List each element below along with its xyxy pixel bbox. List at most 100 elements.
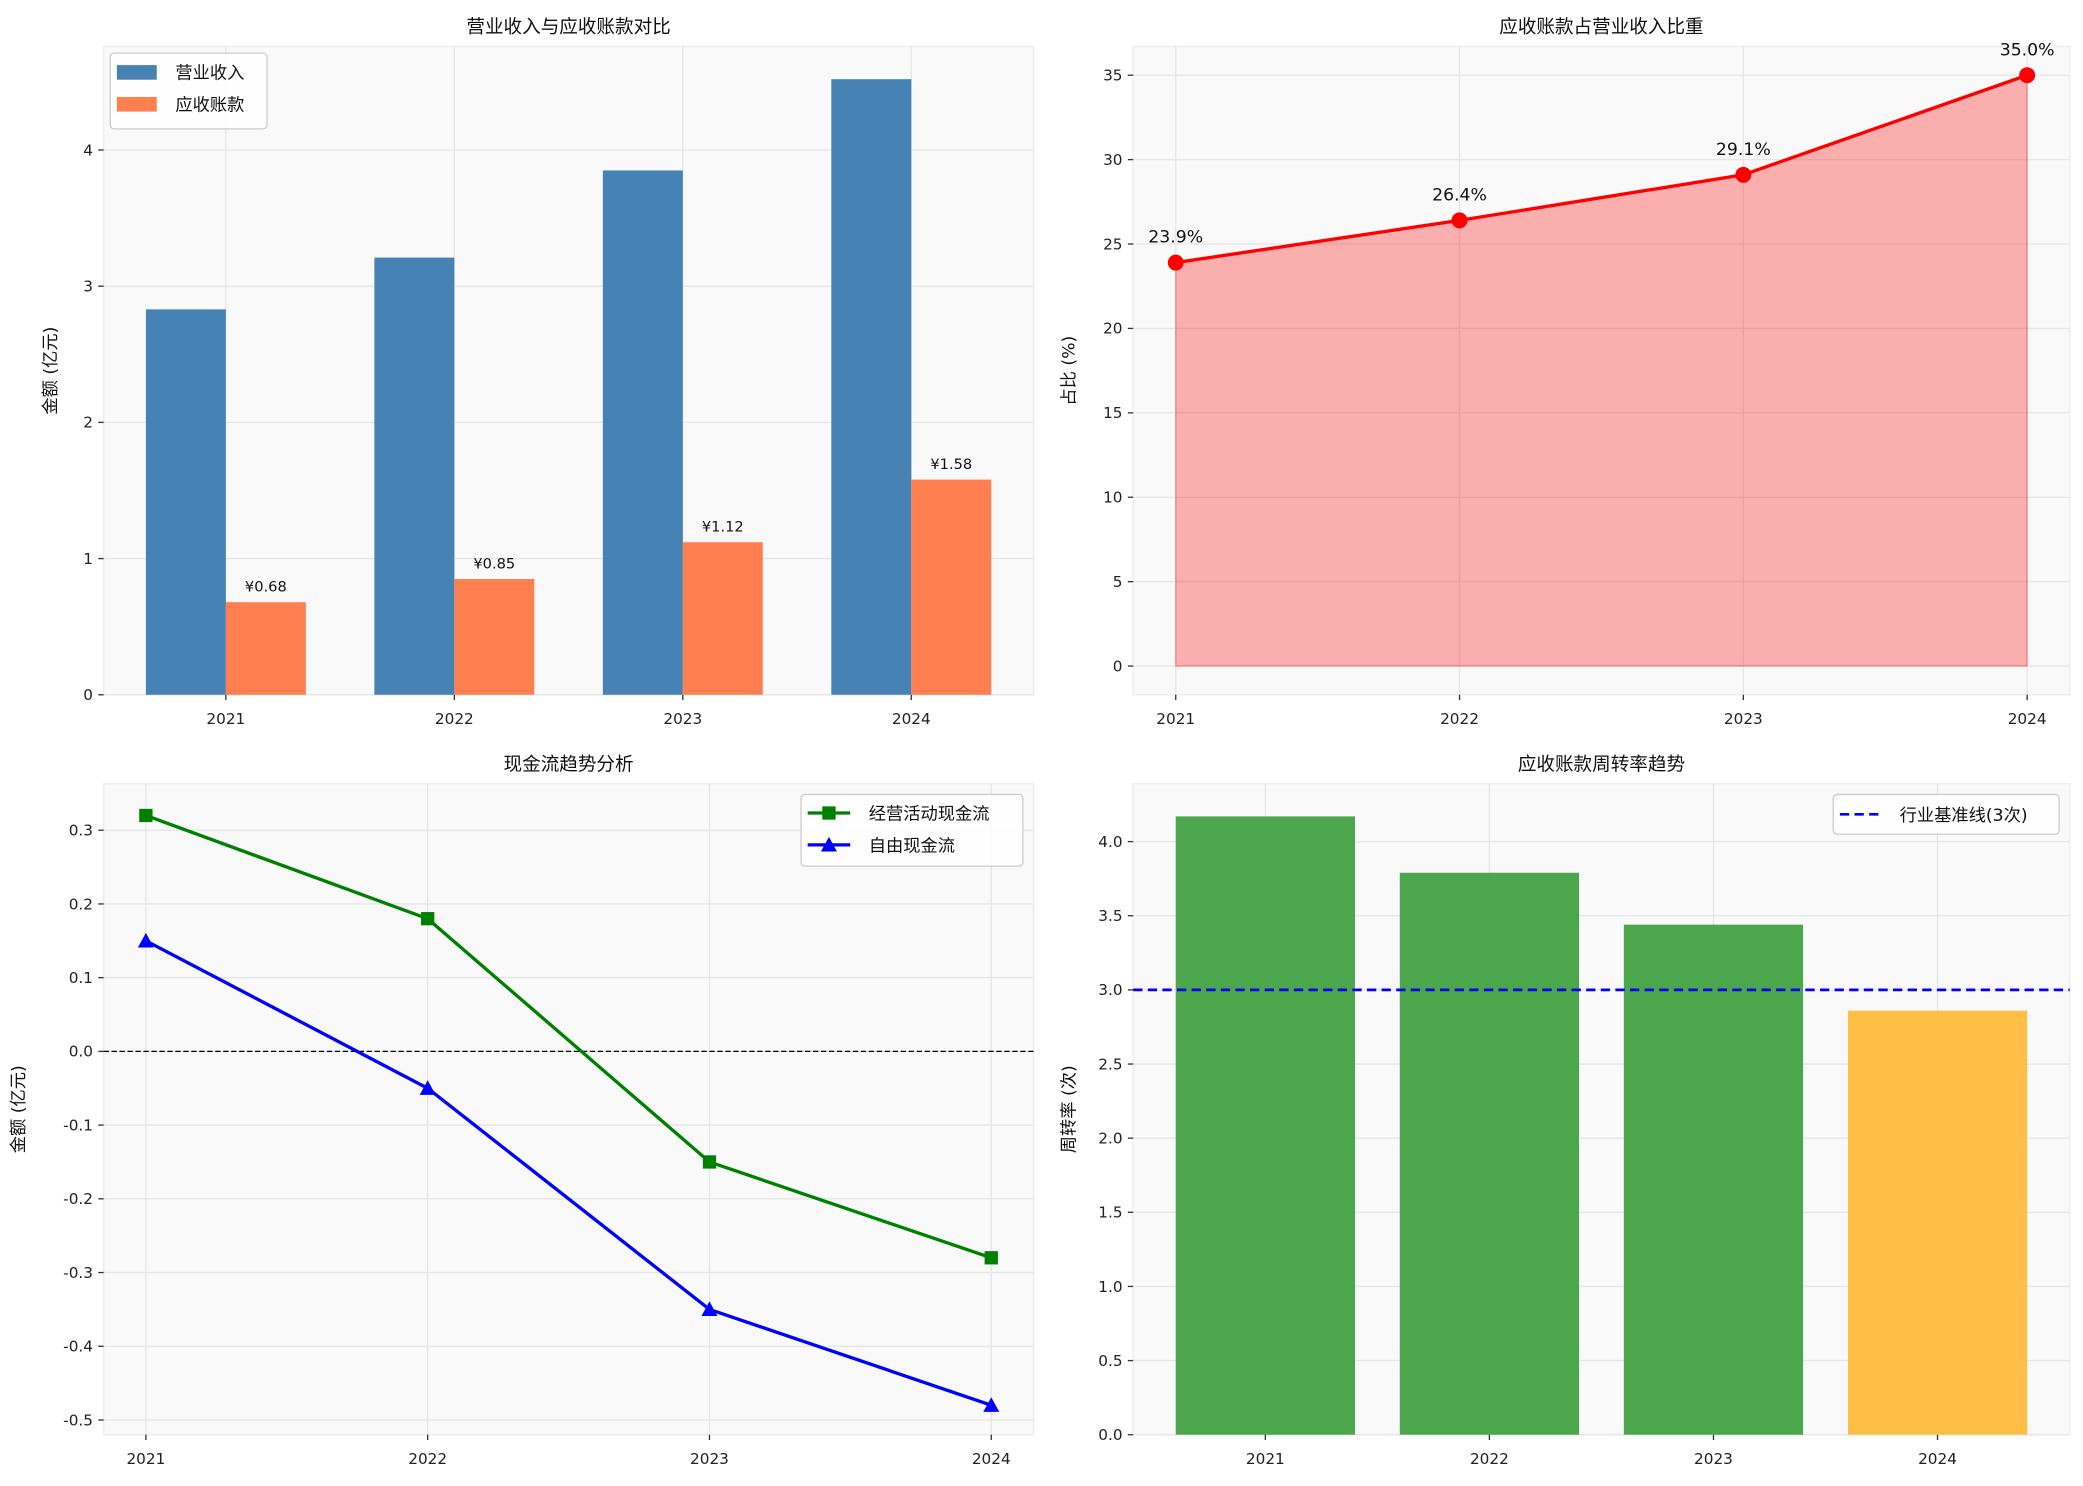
bar-turnover bbox=[1399, 872, 1580, 1435]
bar-receivable bbox=[911, 479, 992, 695]
x-tick-label: 2023 bbox=[690, 1450, 729, 1468]
chart-title: 应收账款占营业收入比重 bbox=[1499, 17, 1703, 38]
marks: 23.9% 26.4% 29.1% 35.0% bbox=[1148, 40, 2055, 667]
bar-revenue bbox=[602, 170, 683, 695]
legend-box bbox=[800, 793, 1024, 867]
y-tick-label: 1.5 bbox=[1098, 1204, 1122, 1222]
y-tick-label: 35 bbox=[1103, 67, 1122, 85]
y-tick-label: 2 bbox=[83, 414, 93, 432]
y-tick-label: -0.4 bbox=[63, 1338, 93, 1356]
y-tick-label: 10 bbox=[1103, 489, 1122, 507]
y-tick-label: 2.5 bbox=[1098, 1055, 1122, 1073]
y-tick-label: -0.1 bbox=[63, 1116, 93, 1134]
y-tick-label: -0.3 bbox=[63, 1264, 93, 1282]
triangle-marker bbox=[820, 836, 837, 852]
legend: 行业基准线(3次) bbox=[1832, 793, 2060, 835]
ratio-line bbox=[1175, 73, 2028, 265]
data-label: ¥0.68 bbox=[245, 579, 287, 596]
bar-receivable bbox=[225, 602, 306, 695]
legend-label: 自由现金流 bbox=[869, 837, 955, 857]
bar-turnover bbox=[1175, 816, 1355, 1435]
bar-revenue bbox=[831, 79, 912, 695]
plot-area bbox=[1132, 45, 2071, 696]
legend-swatch bbox=[116, 65, 157, 80]
y-tick-label: 4 bbox=[83, 141, 93, 159]
y-axis-label: 周转率 (次) bbox=[1060, 1065, 1080, 1153]
x-tick-label: 2022 bbox=[408, 1450, 447, 1468]
y-tick-label: 0 bbox=[1113, 657, 1123, 675]
square-marker bbox=[822, 806, 836, 820]
data-label: 26.4% bbox=[1432, 185, 1487, 205]
series-line bbox=[145, 939, 992, 1407]
x-tick-label: 2021 bbox=[126, 1450, 165, 1468]
y-tick-label: 0.5 bbox=[1098, 1352, 1122, 1370]
data-label: 35.0% bbox=[2000, 40, 2055, 60]
y-tick-label: 4.0 bbox=[1098, 833, 1122, 851]
y-tick-label: 3 bbox=[83, 278, 93, 296]
y-axis-label: 占比 (%) bbox=[1060, 336, 1080, 406]
y-tick-label: 0.2 bbox=[69, 895, 93, 913]
legend-swatch bbox=[116, 96, 157, 112]
grid bbox=[1133, 46, 2070, 695]
square-marker bbox=[984, 1251, 998, 1265]
square-marker bbox=[139, 808, 153, 823]
y-tick-label: 0 bbox=[83, 686, 93, 704]
data-label: 29.1% bbox=[1716, 140, 1771, 160]
x-tick-label: 2021 bbox=[1246, 1450, 1285, 1468]
data-label: ¥0.85 bbox=[473, 555, 515, 572]
ratio-point bbox=[2019, 67, 2036, 84]
y-axis-label: 金额 (亿元) bbox=[41, 327, 61, 415]
data-label: 23.9% bbox=[1148, 228, 1203, 248]
y-tick-label: 2.0 bbox=[1098, 1129, 1122, 1147]
triangle-marker bbox=[983, 1397, 1000, 1412]
chart-4: 0.0 0.5 1.0 1.5 2.0 2.5 3.0 3.5 4.0 2021 2022 2023 2… bbox=[1060, 754, 2071, 1468]
chart-3: 0.3 0.2 0.1 0.0 -0.1 -0.2 -0.3 -0.4 -0.5 2021 2022… bbox=[9, 754, 1035, 1468]
triangle-marker bbox=[137, 932, 154, 948]
x-tick-label: 2022 bbox=[1470, 1450, 1509, 1468]
y-tick-label: 1.0 bbox=[1098, 1278, 1122, 1296]
data-label: ¥1.58 bbox=[930, 456, 972, 473]
bar-receivable bbox=[454, 579, 535, 695]
y-tick-label: 0.3 bbox=[69, 822, 93, 840]
legend-box bbox=[1832, 793, 2060, 835]
x-tick-label: 2024 bbox=[892, 710, 931, 728]
y-tick-label: 0.0 bbox=[1098, 1426, 1122, 1444]
y-tick-label: -0.2 bbox=[63, 1190, 93, 1208]
legend-label: 营业收入 bbox=[175, 63, 244, 83]
chart-title: 营业收入与应收账款对比 bbox=[466, 17, 670, 38]
y-tick-label: -0.5 bbox=[63, 1411, 93, 1429]
y-tick-label: 20 bbox=[1103, 320, 1122, 338]
chart-title: 现金流趋势分析 bbox=[504, 754, 634, 775]
x-tick-label: 2022 bbox=[435, 710, 474, 728]
triangle-marker bbox=[419, 1080, 436, 1095]
x-tick-label: 2021 bbox=[206, 710, 245, 728]
x-tick-label: 2021 bbox=[1156, 710, 1195, 728]
y-tick-label: 25 bbox=[1103, 235, 1122, 253]
y-tick-label: 5 bbox=[1113, 573, 1123, 591]
legend-label: 行业基准线(3次) bbox=[1900, 806, 2028, 826]
chart-title: 应收账款周转率趋势 bbox=[1518, 754, 1685, 775]
triangle-marker bbox=[701, 1301, 718, 1317]
x-tick-label: 2024 bbox=[1918, 1450, 1957, 1468]
plot-area bbox=[102, 783, 1035, 1436]
y-tick-label: 30 bbox=[1103, 151, 1122, 169]
marks bbox=[1133, 816, 2070, 1435]
y-tick-label: 0.0 bbox=[69, 1043, 93, 1061]
x-tick-label: 2024 bbox=[2008, 710, 2047, 728]
ratio-point bbox=[1451, 212, 1468, 229]
y-tick-label: 3.0 bbox=[1098, 981, 1122, 999]
y-tick-label: 3.5 bbox=[1098, 907, 1122, 925]
y-tick-label: 0.1 bbox=[69, 969, 93, 987]
bar-revenue bbox=[145, 309, 226, 695]
square-marker bbox=[702, 1155, 717, 1169]
x-tick-label: 2023 bbox=[1724, 710, 1763, 728]
x-tick-label: 2023 bbox=[663, 710, 702, 728]
x-tick-label: 2024 bbox=[972, 1450, 1011, 1468]
y-tick-label: 15 bbox=[1103, 404, 1122, 422]
series-line bbox=[145, 813, 992, 1260]
ratio-point bbox=[1735, 166, 1752, 183]
